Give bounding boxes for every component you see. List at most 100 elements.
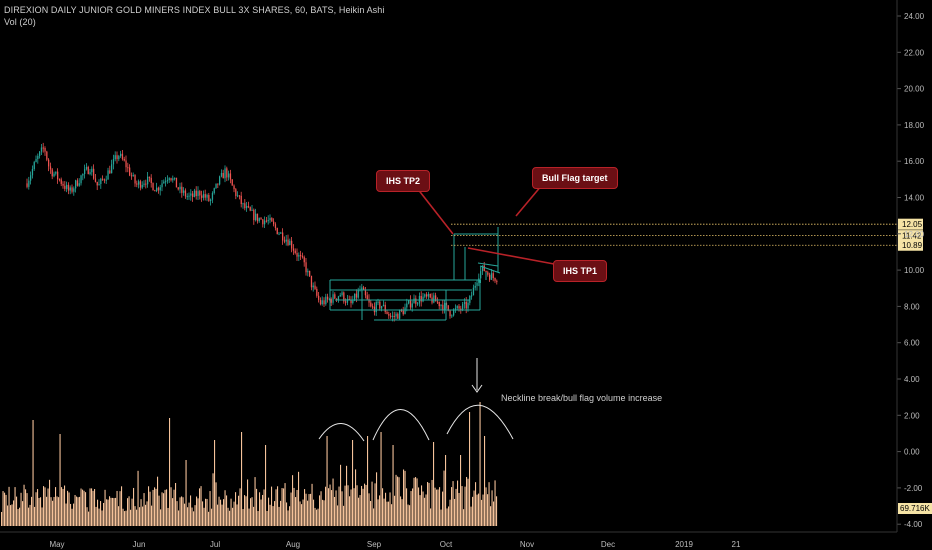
volume-bar: [224, 490, 226, 526]
volume-bar: [338, 486, 340, 526]
candle-body: [170, 178, 172, 181]
volume-bar: [377, 499, 379, 526]
volume-bar: [443, 470, 445, 526]
volume-bar: [40, 497, 42, 526]
volume-bar: [353, 488, 355, 526]
volume-bar: [212, 473, 214, 526]
candle-body: [60, 179, 62, 184]
candle-body: [73, 188, 75, 192]
candle-body: [478, 278, 480, 283]
callout-bull-flag-target[interactable]: Bull Flag target: [532, 167, 618, 189]
candle-body: [255, 213, 257, 221]
volume-bar: [37, 489, 39, 526]
candle-body: [30, 175, 32, 181]
candle-body: [494, 278, 496, 281]
candle-body: [260, 218, 262, 220]
time-axis[interactable]: May Jun Jul Aug Sep Oct Nov Dec 2019 21: [0, 531, 897, 549]
volume-bar: [466, 476, 468, 526]
x-tick-label: 2019: [675, 540, 693, 549]
candle-body: [127, 167, 129, 169]
candle-body: [229, 173, 232, 180]
candle-body: [76, 180, 79, 186]
candle-body: [357, 290, 359, 298]
x-tick-label: 21: [732, 540, 741, 549]
volume-indicator-label[interactable]: Vol (20): [4, 17, 36, 27]
candle-body: [465, 301, 467, 309]
volume-bar: [121, 486, 123, 526]
volume-bar: [88, 511, 90, 526]
callout-ihs-tp1[interactable]: IHS TP1: [553, 260, 608, 282]
volume-bar: [226, 495, 228, 526]
candle-body: [271, 218, 273, 222]
volume-bar: [448, 506, 450, 526]
candle-body: [462, 304, 464, 310]
candle-body: [435, 295, 437, 302]
volume-bar: [413, 477, 415, 526]
volume-bar: [181, 496, 183, 526]
volume-bar: [487, 494, 489, 526]
volume-bar: [206, 498, 208, 526]
volume-bar: [358, 497, 360, 526]
volume-bar: [400, 496, 402, 526]
candle-body: [28, 180, 30, 187]
candle-body: [280, 232, 282, 234]
candle-body: [480, 271, 482, 279]
volume-bar: [260, 499, 262, 526]
y-tick-label: 10.00: [904, 266, 925, 275]
volume-bar: [5, 494, 7, 526]
volume-bar: [245, 496, 247, 526]
volume-bar: [70, 503, 72, 526]
chart-title: DIREXION DAILY JUNIOR GOLD MINERS INDEX …: [4, 5, 385, 15]
volume-bar: [28, 507, 30, 526]
volume-bar: [430, 508, 432, 526]
candle-body: [460, 308, 462, 310]
volume-bar: [284, 483, 286, 526]
candle-body: [404, 307, 406, 315]
volume-bar: [101, 510, 103, 526]
volume-bar: [244, 495, 246, 526]
volume-bar: [58, 497, 60, 526]
candle-body: [42, 147, 44, 149]
candle-body: [132, 174, 134, 176]
candle-body: [40, 147, 43, 152]
volume-bar: [380, 432, 382, 526]
candle-body: [472, 287, 475, 296]
candle-body: [123, 158, 125, 161]
volume-bar: [50, 497, 52, 526]
volume-bar: [313, 499, 315, 526]
volume-bar: [166, 489, 168, 526]
volume-bar: [271, 486, 273, 526]
volume-bar: [164, 489, 166, 526]
volume-bar: [175, 482, 177, 526]
candle-body: [246, 206, 248, 209]
candle-body: [458, 306, 460, 309]
volume-annotation-note: Neckline break/bull flag volume increase: [501, 393, 663, 403]
volume-bar: [109, 496, 111, 526]
volume-bar: [187, 507, 189, 526]
callout-ihs-tp2[interactable]: IHS TP2: [376, 170, 431, 192]
candle-body: [71, 187, 73, 192]
candle-body: [454, 308, 457, 310]
volume-bar: [65, 503, 67, 526]
volume-bar: [268, 497, 270, 526]
volume-bar: [473, 490, 475, 526]
volume-bar: [409, 505, 411, 526]
y-tick-label: 2.00: [904, 411, 920, 420]
volume-bar: [278, 506, 280, 526]
candle-body: [451, 315, 453, 317]
candle-body: [256, 213, 259, 222]
volume-bar: [113, 498, 115, 526]
candle-body: [69, 187, 71, 191]
volume-bar: [491, 490, 493, 526]
volume-bar: [449, 499, 451, 526]
volume-bar: [232, 507, 234, 526]
volume-bar: [95, 506, 97, 526]
y-tick-label: 16.00: [904, 157, 925, 166]
candle-body: [291, 240, 293, 249]
candle-body: [474, 285, 476, 288]
volume-bar: [110, 497, 112, 526]
volume-bar: [211, 508, 213, 526]
candle-body: [330, 299, 332, 303]
